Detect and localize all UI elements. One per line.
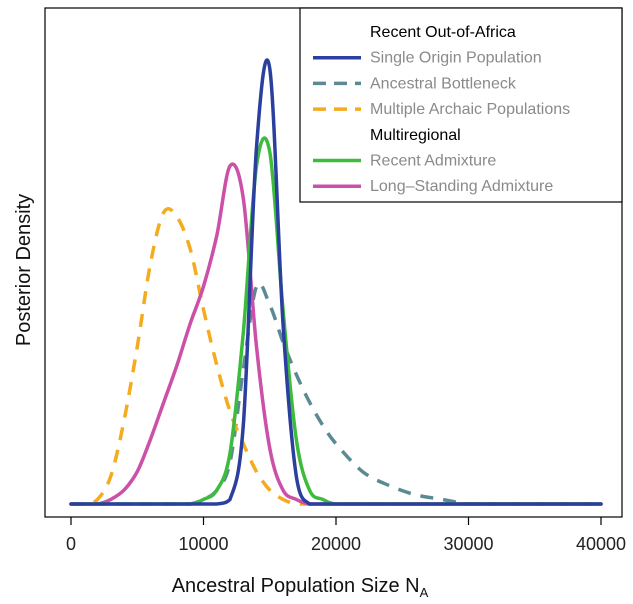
series-line-ancestral-bottleneck [71, 281, 601, 506]
series-line-long-standing-admixture [69, 162, 603, 506]
x-axis-title: Ancestral Population Size NA [172, 575, 429, 600]
x-tick-label: 30000 [443, 534, 493, 554]
legend-entry-label: Recent Admixture [370, 153, 496, 170]
series-curves [69, 58, 603, 506]
y-axis-title: Posterior Density [13, 194, 35, 346]
x-tick-label: 0 [66, 534, 76, 554]
x-tick-label: 10000 [178, 534, 228, 554]
legend-entry-label: Multiple Archaic Populations [370, 101, 570, 118]
x-tick-label: 20000 [311, 534, 361, 554]
legend-group-header: Multiregional [370, 127, 461, 144]
series-line-multiple-archaic-populations [71, 207, 601, 506]
legend: Recent Out-of-Africa Single Origin Popula… [299, 7, 623, 203]
legend-entry-label: Single Origin Population [370, 50, 542, 67]
x-axis-title-subscript: A [420, 585, 429, 600]
x-axis: 0 10000 20000 30000 40000 [66, 517, 626, 554]
x-axis-title-main: Ancestral Population Size N [172, 575, 420, 597]
series-line-single-origin-population [69, 58, 603, 506]
legend-entry-label: Ancestral Bottleneck [370, 75, 517, 92]
x-tick-label: 40000 [576, 534, 626, 554]
legend-box [299, 7, 623, 203]
legend-entry-label: Long–Standing Admixture [370, 178, 553, 195]
legend-group-header: Recent Out-of-Africa [370, 24, 516, 41]
